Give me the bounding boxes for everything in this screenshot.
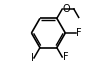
Text: O: O: [63, 4, 70, 14]
Text: I: I: [31, 53, 34, 63]
Text: F: F: [63, 52, 68, 62]
Text: F: F: [76, 28, 82, 38]
